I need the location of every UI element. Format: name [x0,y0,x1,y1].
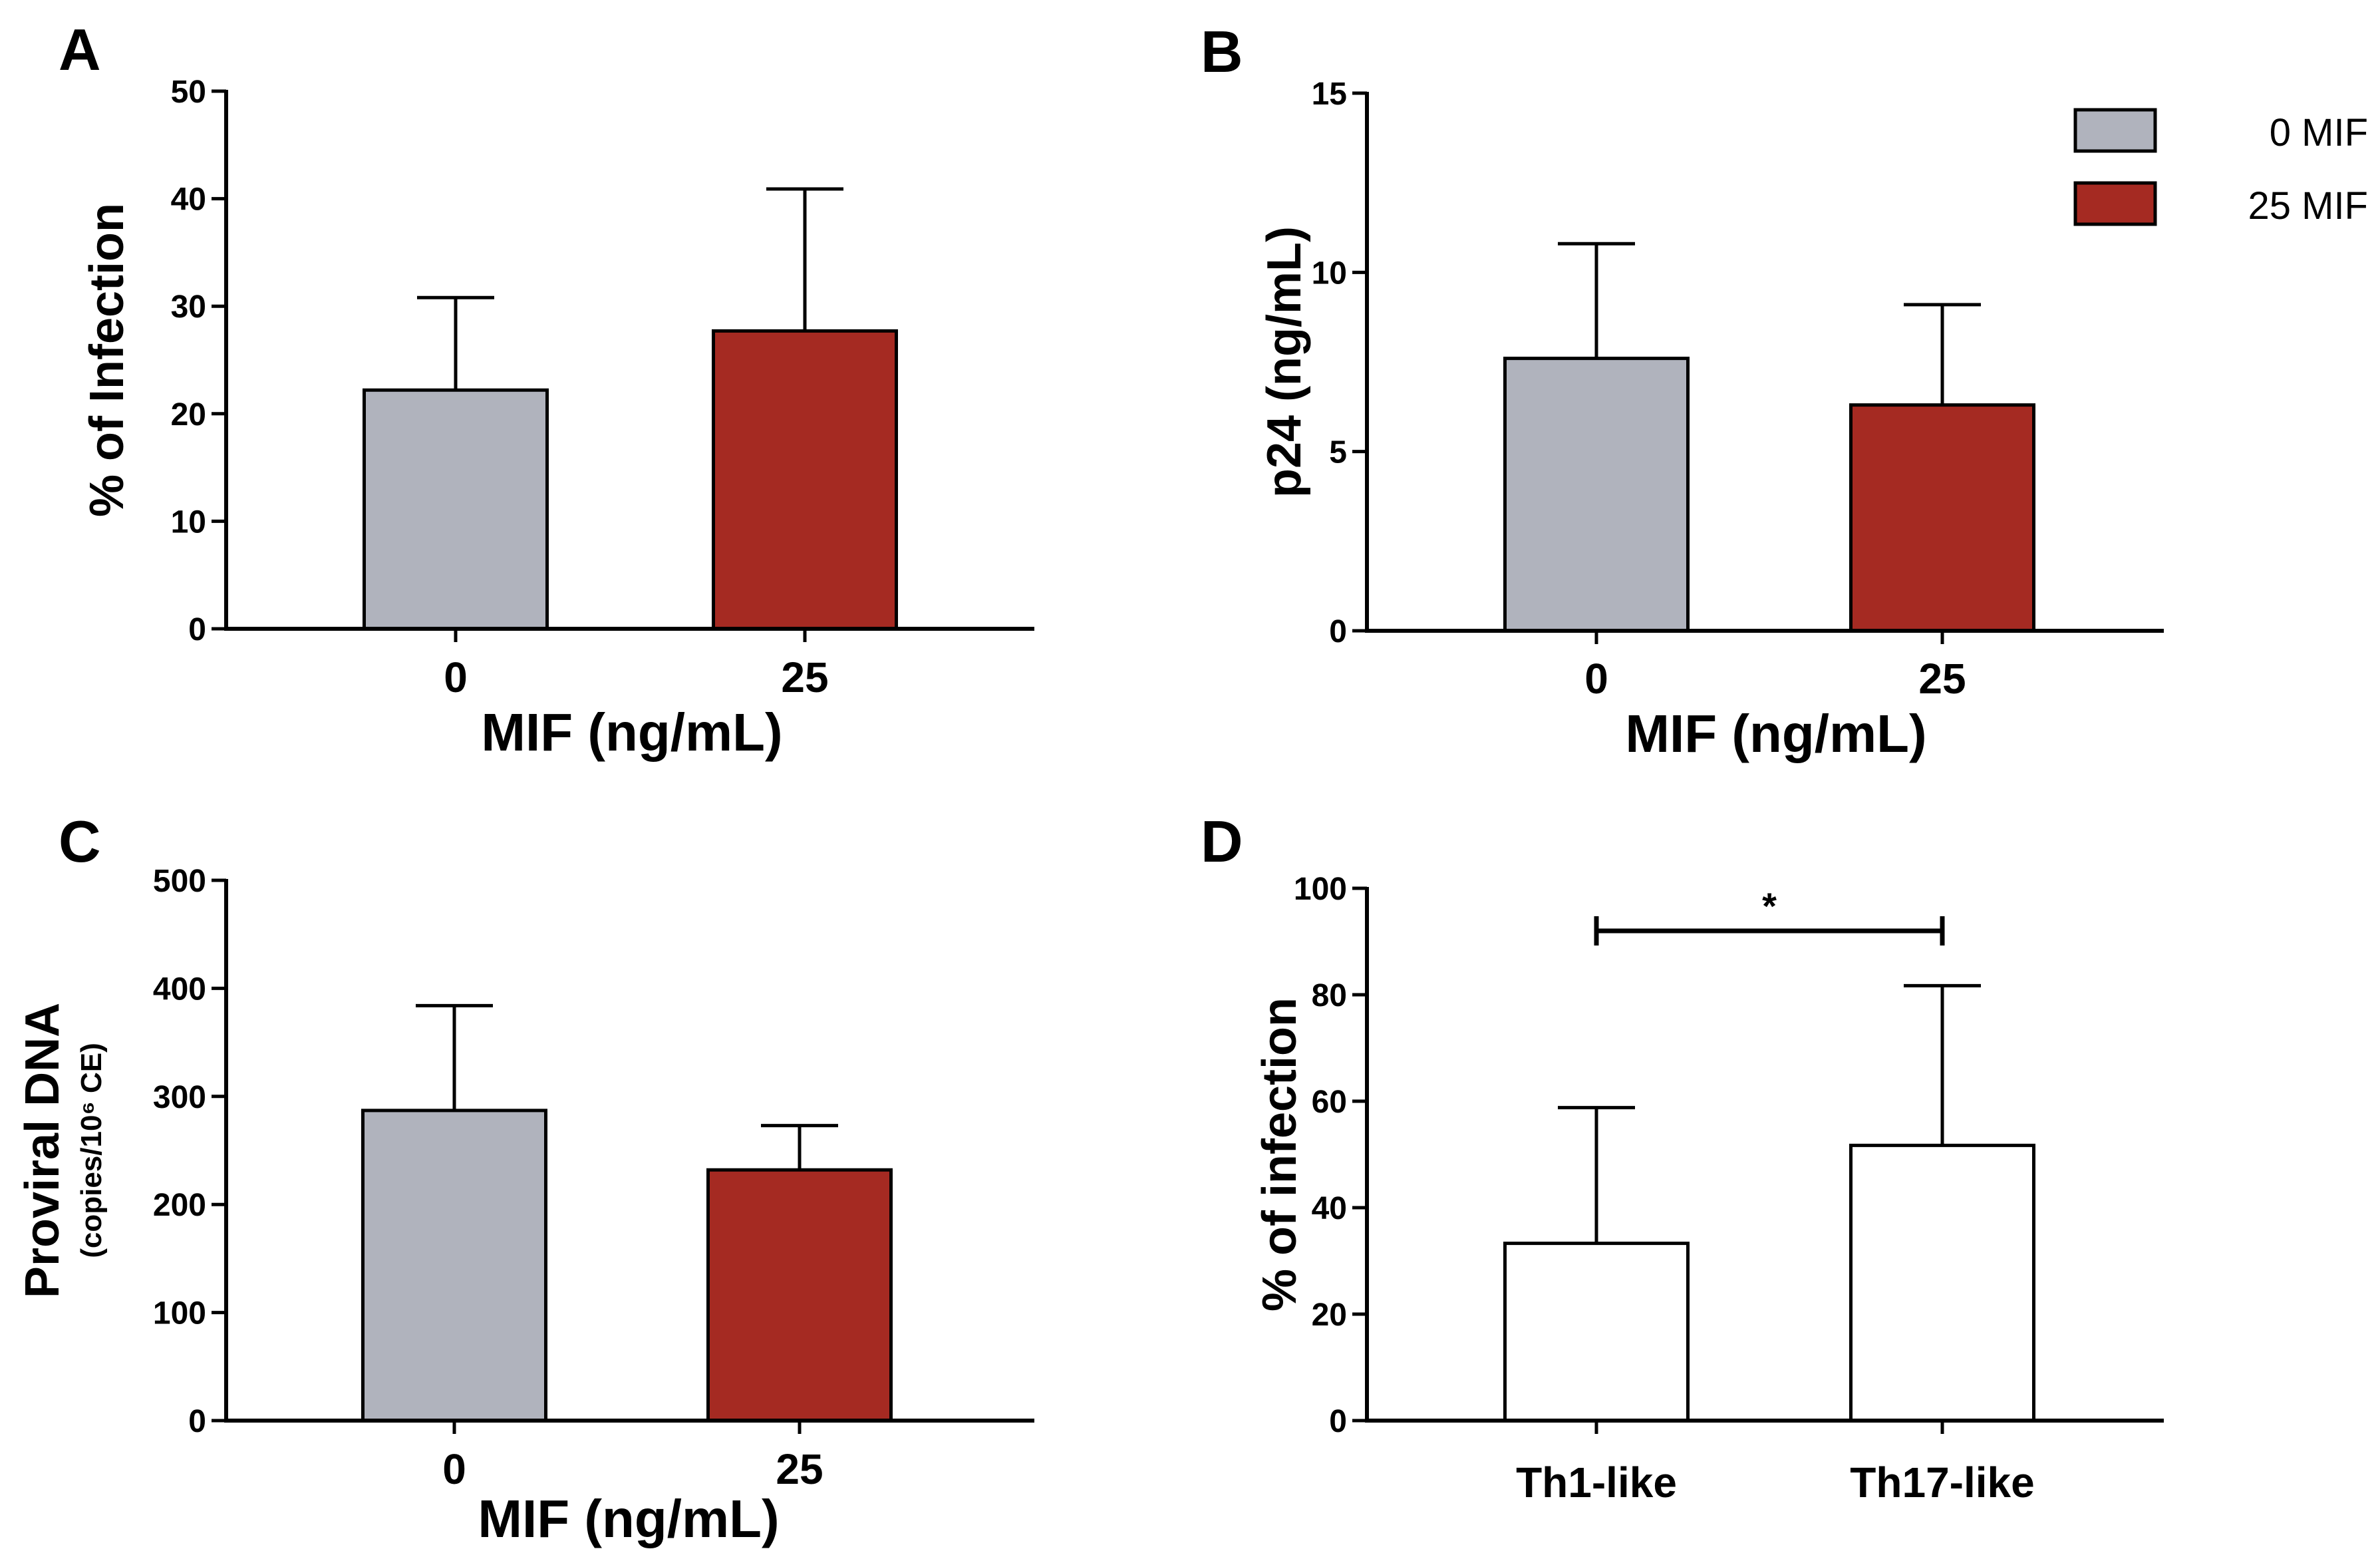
legend-swatch-0 [2073,108,2157,153]
y-tick-label: 60 [1312,1085,1347,1120]
y-tick-label: 20 [1312,1297,1347,1333]
y-tick-label: 40 [171,182,206,218]
bar-Th1-like [1503,1242,1690,1423]
x-tick-label: 25 [776,1445,823,1493]
panel-letter: D [1201,808,1243,874]
y-axis-label: p24 (ng/mL) [1258,226,1311,498]
y-axis-label: Proviral DNA [16,1003,69,1298]
bar-0 [1503,357,1690,633]
x-axis-label: MIF (ng/mL) [1625,704,1926,763]
y-tick-label: 10 [1312,256,1347,291]
y-tick-label: 5 [1329,435,1347,470]
legend: 0 MIF 25 MIF [2073,108,2369,228]
x-tick-label: 0 [442,1445,466,1493]
y-tick-label: 200 [153,1188,206,1223]
y-tick-label: 40 [1312,1191,1347,1226]
bar-25 [706,1168,893,1423]
x-tick-label: 25 [1918,655,1966,703]
y-tick-label: 0 [1329,614,1347,649]
panel-C: C 0 25 0 100 200 300 400 500 Proviral DNA (copies/… [16,808,1034,1548]
panel-letter: C [59,808,101,874]
bar-Th17-like [1849,1143,2035,1423]
panel-A: A 0 25 0 10 20 30 40 50 % of Infection MIF (ng/mL) [59,17,1034,762]
legend-label-1: 25 MIF [2248,184,2369,228]
y-tick-label: 20 [171,397,206,432]
panel-B: B 0 25 0 5 10 15 p24 (ng/mL) MIF (ng/mL) [1201,19,2164,763]
legend-label-0: 0 MIF [2270,111,2368,154]
y-axis-sublabel: (copies/10⁶ CE) [75,1043,108,1258]
panel-letter: A [59,17,101,83]
y-tick-label: 0 [188,612,206,647]
bar-0 [363,388,549,631]
panel-D: D Th1-like Th17-like 0 20 40 60 80 100 % of infec… [1201,808,2164,1506]
bar-0 [361,1109,547,1423]
bar-25 [1849,403,2035,633]
y-tick-label: 100 [1294,872,1347,907]
legend-swatch-1 [2073,181,2157,226]
x-tick-label: 0 [1584,655,1608,703]
panel-letter: B [1201,19,1243,85]
y-tick-label: 100 [153,1296,206,1331]
x-tick-label: Th17-like [1850,1459,2034,1506]
y-axis-label: % of infection [1253,997,1306,1311]
bar-25 [712,329,898,631]
y-tick-label: 30 [171,289,206,325]
x-tick-label: 0 [444,653,468,701]
x-axis-label: MIF (ng/mL) [478,1489,779,1548]
x-tick-label: Th1-like [1516,1459,1677,1506]
x-axis-label: MIF (ng/mL) [481,703,782,762]
x-tick-label: 25 [781,653,828,701]
y-tick-label: 50 [171,75,206,110]
y-tick-label: 10 [171,504,206,540]
y-tick-label: 500 [153,864,206,899]
y-tick-label: 300 [153,1080,206,1115]
y-tick-label: 80 [1312,978,1347,1013]
y-tick-label: 0 [188,1404,206,1439]
y-tick-label: 0 [1329,1404,1347,1439]
y-tick-label: 400 [153,971,206,1007]
significance-star: * [1762,885,1777,927]
y-axis-label: % of Infection [80,203,134,517]
y-tick-label: 15 [1312,77,1347,112]
